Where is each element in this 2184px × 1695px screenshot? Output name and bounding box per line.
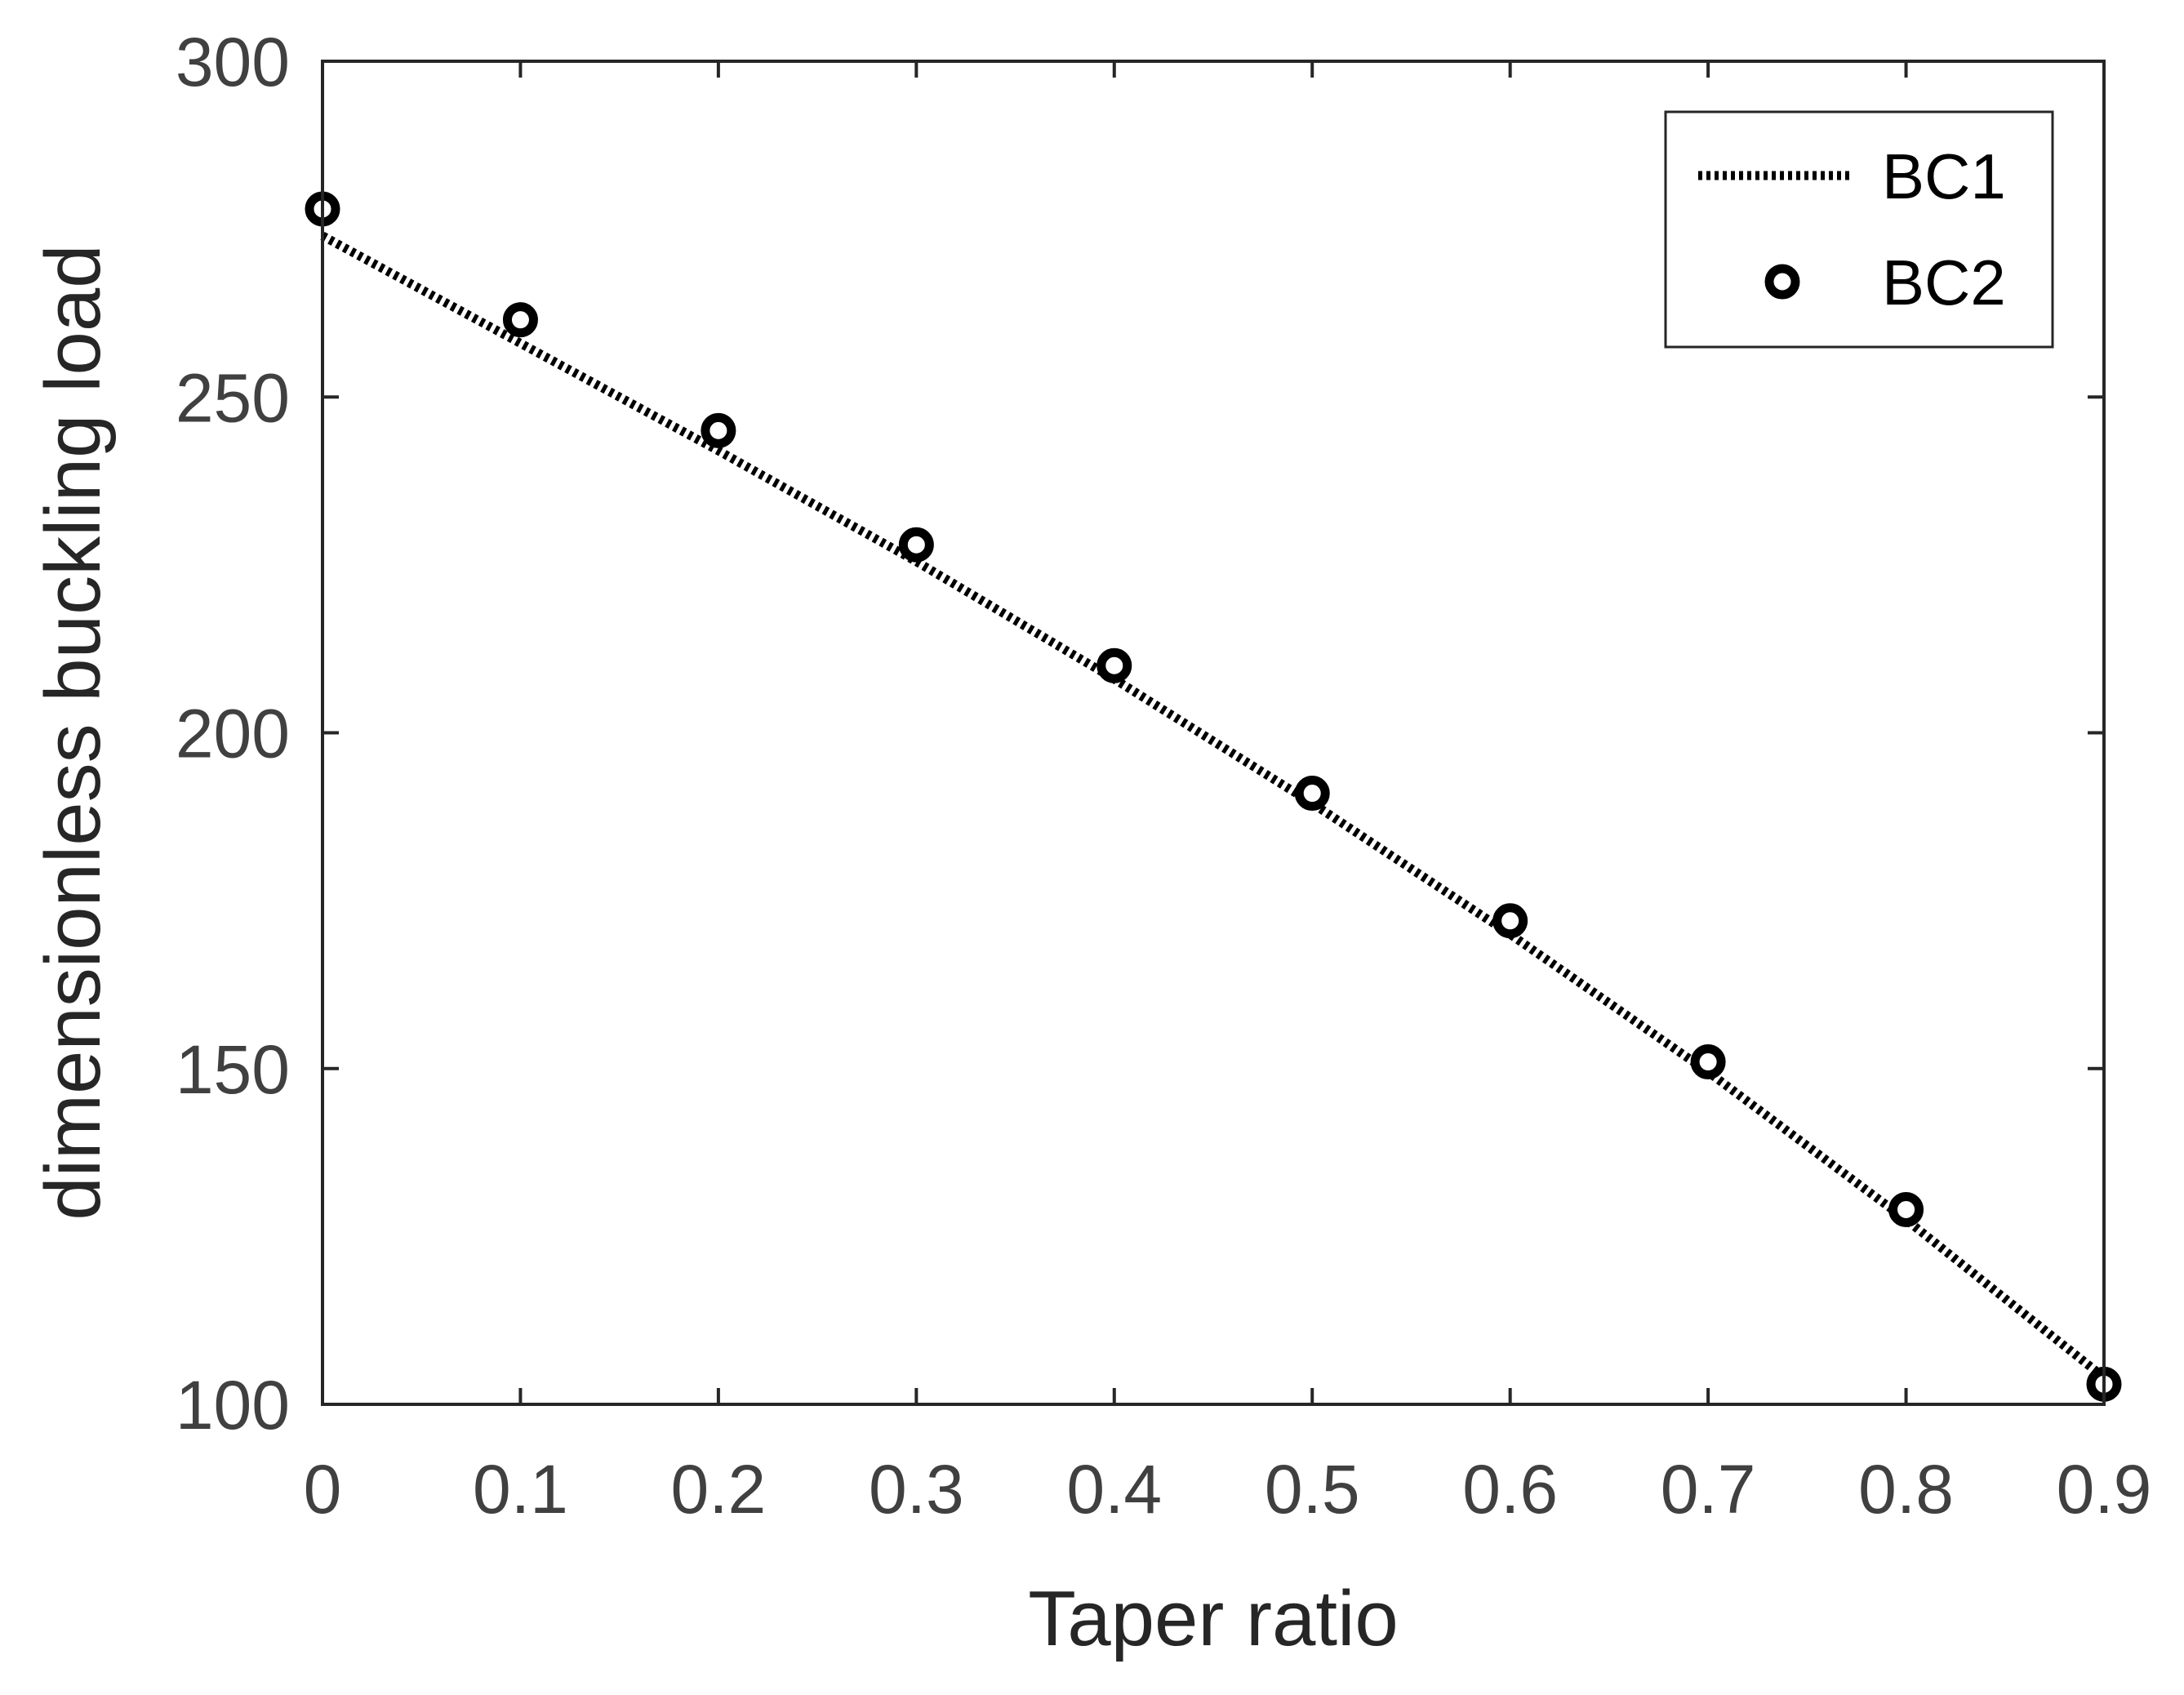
x-axis-label: Taper ratio: [1028, 1575, 1399, 1662]
x-tick-label: 0.1: [473, 1451, 568, 1528]
data-point-bc2: [1096, 647, 1132, 683]
x-tick-label: 0.5: [1265, 1451, 1360, 1528]
y-tick-label: 150: [176, 1031, 290, 1108]
x-tick-label: 0.4: [1066, 1451, 1162, 1528]
plot-frame: [321, 60, 2106, 1406]
data-point-bc2: [1888, 1191, 1924, 1227]
series-layer: [305, 191, 2122, 1402]
data-point-bc2: [898, 527, 934, 563]
y-tick-label: 200: [176, 696, 290, 772]
data-point-bc2: [1294, 776, 1330, 812]
x-tick-label: 0.7: [1661, 1451, 1756, 1528]
y-tick-label: 250: [176, 359, 290, 436]
legend-marker-sample: [1764, 264, 1800, 300]
legend-box: [1664, 110, 2054, 349]
y-tick-label: 300: [176, 24, 290, 100]
y-tick-label: 100: [176, 1367, 290, 1444]
x-tick-label: 0.9: [2057, 1451, 2152, 1528]
legend: BC1 BC2: [1664, 110, 2054, 349]
x-tick-label: 0.3: [869, 1451, 964, 1528]
legend-label-bc2: BC2: [1882, 247, 2006, 318]
data-point-bc2: [1690, 1044, 1726, 1080]
data-point-bc2: [502, 302, 538, 338]
legend-label-bc1: BC1: [1882, 140, 2006, 212]
x-tick-label: 0.6: [1462, 1451, 1558, 1528]
x-tick-label: 0.2: [670, 1451, 766, 1528]
tick-labels: 0 0.1 0.2 0.3 0.4 0.5 0.6 0.7 0.8 0.9 100 150 200 250…: [176, 24, 2152, 1528]
series-line-bc1: [320, 232, 2107, 1381]
x-tick-label: 0: [304, 1451, 342, 1528]
x-tick-label: 0.8: [1858, 1451, 1954, 1528]
data-point-bc2: [701, 412, 736, 448]
y-axis-label: dimensionless buckling load: [29, 244, 117, 1220]
data-point-bc2: [1492, 903, 1528, 939]
